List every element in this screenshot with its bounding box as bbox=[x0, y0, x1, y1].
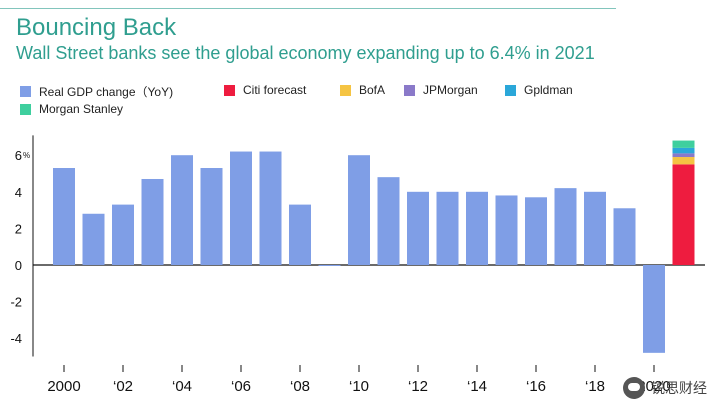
bar bbox=[289, 204, 311, 265]
legend-swatch bbox=[340, 84, 351, 96]
bar bbox=[495, 195, 518, 265]
forecast-segment bbox=[672, 164, 695, 265]
bar bbox=[525, 197, 547, 265]
legend-item: Real GDP change（YoY) bbox=[20, 83, 173, 100]
x-tick-label: ‘16 bbox=[526, 378, 546, 395]
bar bbox=[348, 155, 370, 265]
y-unit-label: % bbox=[23, 151, 30, 160]
legend-item: BofA bbox=[340, 83, 385, 97]
bar bbox=[613, 208, 636, 265]
bar bbox=[377, 177, 400, 265]
bar bbox=[318, 265, 341, 266]
bar bbox=[584, 191, 606, 265]
bar bbox=[436, 191, 459, 265]
bar bbox=[141, 178, 164, 265]
x-tick-label: 2020 bbox=[637, 378, 670, 395]
x-tick-label: ‘02 bbox=[113, 378, 133, 395]
x-tick-label: ‘18 bbox=[585, 378, 605, 395]
bar bbox=[230, 151, 252, 265]
bar bbox=[53, 168, 75, 265]
legend-item: Morgan Stanley bbox=[20, 102, 123, 116]
watermark: 锐思财经 bbox=[623, 377, 707, 399]
legend-label: BofA bbox=[359, 83, 386, 97]
bar bbox=[643, 265, 665, 353]
legend-item: JPMorgan bbox=[404, 83, 478, 97]
legend-label: Gpldman bbox=[524, 83, 573, 97]
legend-swatch bbox=[505, 84, 516, 96]
y-tick-label: 0 bbox=[15, 258, 22, 273]
forecast-segment bbox=[672, 153, 695, 158]
legend-label: JPMorgan bbox=[423, 83, 478, 97]
x-tick-label: 2000 bbox=[47, 378, 80, 395]
y-tick-label: 6 bbox=[15, 148, 22, 163]
bar bbox=[407, 191, 429, 265]
chart-title: Bouncing Back bbox=[16, 14, 177, 41]
legend-swatch bbox=[224, 84, 235, 96]
bar bbox=[82, 213, 105, 265]
y-tick-label: 4 bbox=[15, 185, 22, 200]
legend-item: Gpldman bbox=[505, 83, 573, 97]
x-tick-label: ‘12 bbox=[408, 378, 428, 395]
chart-subtitle: Wall Street banks see the global economy… bbox=[16, 43, 595, 63]
watermark-text: 锐思财经 bbox=[651, 380, 707, 396]
x-tick-label: ‘08 bbox=[290, 378, 310, 395]
x-tick-label: ‘14 bbox=[467, 378, 487, 395]
legend-swatch bbox=[404, 84, 415, 96]
title-block: Bouncing Back Wall Street banks see the … bbox=[16, 14, 595, 64]
bar bbox=[554, 188, 577, 265]
bar bbox=[112, 204, 134, 265]
legend-label: Real GDP change（YoY) bbox=[39, 85, 174, 99]
x-tick-label: ‘06 bbox=[231, 378, 251, 395]
y-tick-label: -2 bbox=[10, 295, 22, 310]
forecast-segment bbox=[672, 147, 695, 154]
bar bbox=[200, 168, 223, 265]
bar bbox=[466, 191, 488, 265]
bar bbox=[259, 151, 282, 265]
legend-swatch bbox=[20, 103, 31, 115]
wechat-icon bbox=[623, 377, 645, 399]
y-tick-label: -4 bbox=[10, 331, 22, 346]
legend-item: Citi forecast bbox=[224, 83, 306, 97]
legend-label: Morgan Stanley bbox=[39, 102, 124, 116]
bar bbox=[171, 155, 193, 265]
forecast-segment bbox=[672, 140, 695, 148]
legend-swatch bbox=[20, 86, 31, 97]
x-tick-label: ‘04 bbox=[172, 378, 192, 395]
x-tick-label: ‘10 bbox=[349, 378, 369, 395]
top-rule bbox=[0, 8, 616, 9]
legend-label: Citi forecast bbox=[243, 83, 307, 97]
y-tick-label: 2 bbox=[15, 221, 22, 236]
forecast-segment bbox=[672, 157, 695, 165]
